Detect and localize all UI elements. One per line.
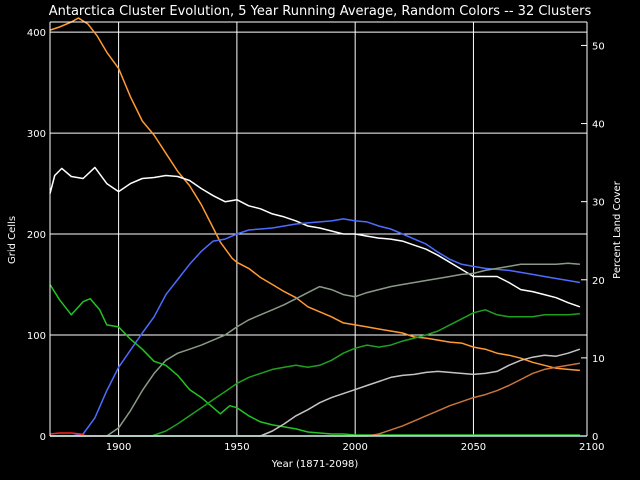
series-line-dark-green <box>50 309 580 437</box>
series-line-white <box>49 166 581 308</box>
y-axis-label-right: Percent Land Cover <box>612 180 623 279</box>
y-tick-label-300: 300 <box>27 129 46 140</box>
y-tick-label-right-0: 0 <box>592 432 598 443</box>
x-tick-label-2000: 2000 <box>342 442 367 453</box>
x-tick-label-2050: 2050 <box>461 442 486 453</box>
y-tick-label-right-30: 30 <box>592 198 605 209</box>
x-tick-label-1950: 1950 <box>224 442 249 453</box>
tick-labels: 1900 1950 2000 2050 210001002003004000102030… <box>27 28 605 453</box>
y-tick-label-right-50: 50 <box>592 41 605 52</box>
axes <box>49 21 588 437</box>
series-line-blue <box>50 218 581 437</box>
y-tick-label-right-10: 10 <box>592 354 605 365</box>
y-tick-label-right-20: 20 <box>592 276 605 287</box>
series-line-copper <box>50 362 581 437</box>
y-tick-label-400: 400 <box>27 28 46 39</box>
series-group <box>49 17 587 437</box>
series-line-orange <box>49 17 580 372</box>
series-line-green <box>49 284 580 436</box>
x-tick-label-1900: 1900 <box>106 442 131 453</box>
y-tick-label-0: 0 <box>40 432 46 443</box>
series-line-light-grey <box>50 348 581 437</box>
y-tick-label-right-40: 40 <box>592 120 605 131</box>
x-axis-label: Year (1871-2098) <box>271 459 359 470</box>
grid <box>50 22 587 437</box>
y-axis-label: Grid Cells <box>7 216 18 264</box>
y-tick-label-100: 100 <box>27 331 46 342</box>
y-tick-label-200: 200 <box>27 230 46 241</box>
chart-title: Antarctica Cluster Evolution, 5 Year Run… <box>49 4 592 19</box>
x-tick-label-2100: 2100 <box>579 442 604 453</box>
series-line-grey-green <box>50 262 580 437</box>
